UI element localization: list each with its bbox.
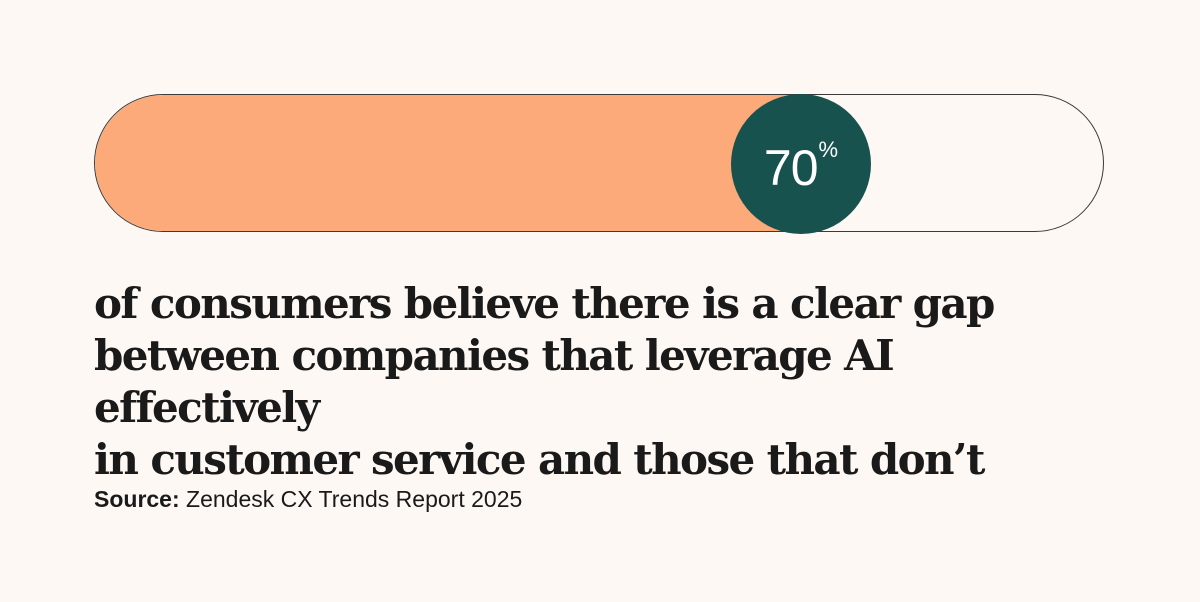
percentage-value: 70 xyxy=(763,140,819,196)
statement-line: between companies that leverage AI effec… xyxy=(94,331,895,432)
percentage-unit: % xyxy=(818,137,839,162)
source-citation: Source: Zendesk CX Trends Report 2025 xyxy=(94,486,522,513)
source-text: Zendesk CX Trends Report 2025 xyxy=(186,486,523,512)
statement-line: of consumers believe there is a clear ga… xyxy=(94,279,995,328)
progress-bar-track xyxy=(94,94,1104,232)
progress-bar-fill xyxy=(95,95,802,231)
statement-line: in customer service and those that don’t xyxy=(94,435,985,484)
percentage-badge: 70% xyxy=(731,94,871,234)
source-label: Source: xyxy=(94,486,180,512)
statement-text: of consumers believe there is a clear ga… xyxy=(94,278,1124,486)
